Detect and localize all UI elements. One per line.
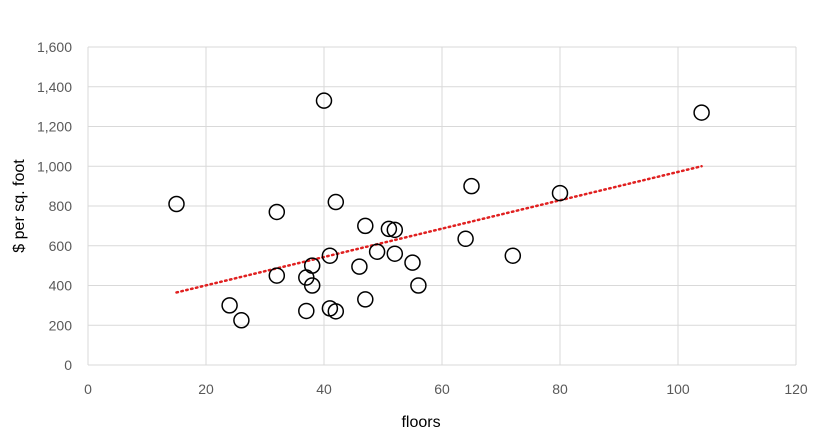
x-tick-label: 40 [316,381,332,397]
data-points [168,92,710,329]
y-tick-label: 1,400 [37,79,72,95]
data-point [327,193,345,211]
data-point [380,220,398,238]
data-point [551,184,569,202]
data-point [386,221,404,239]
data-point [463,177,480,195]
x-tick-label: 120 [784,381,808,397]
tick-labels: 0 200 400 600 800 1,000 1,200 1,400 1,600 0 20 40 60… [37,39,808,397]
data-point [357,217,374,235]
x-tick-label: 100 [666,381,690,397]
data-point [321,247,339,264]
y-tick-label: 1,600 [37,39,72,55]
data-point [386,245,404,262]
x-tick-label: 0 [84,381,92,397]
data-point [504,247,522,264]
x-tick-label: 80 [552,381,568,397]
data-point [321,300,339,317]
y-tick-label: 1,200 [37,119,72,135]
x-tick-label: 60 [434,381,450,397]
data-point [233,312,250,329]
data-point [303,257,321,274]
data-point [315,92,333,109]
data-point [404,254,421,271]
y-tick-label: 800 [49,198,73,214]
data-point [268,203,286,221]
trendline-layer [175,165,703,294]
gridlines [87,46,797,366]
data-point [410,277,427,294]
data-point [221,297,238,314]
y-tick-label: 200 [49,317,73,333]
data-point [168,195,185,213]
data-point [268,267,286,284]
data-point [327,303,345,320]
y-tick-label: 0 [64,357,72,373]
data-point [351,258,368,275]
data-point [303,277,321,294]
y-tick-label: 1,000 [37,158,72,174]
data-point [357,291,374,308]
data-point [298,302,315,320]
data-point [368,243,386,260]
x-tick-label: 20 [198,381,214,397]
y-axis-title: $ per sq. foot [11,159,28,253]
data-point [457,230,474,248]
x-axis-title: floors [401,414,440,431]
data-point [693,104,710,121]
y-tick-label: 400 [49,278,73,294]
y-tick-label: 600 [49,238,73,254]
trendline [175,165,703,294]
